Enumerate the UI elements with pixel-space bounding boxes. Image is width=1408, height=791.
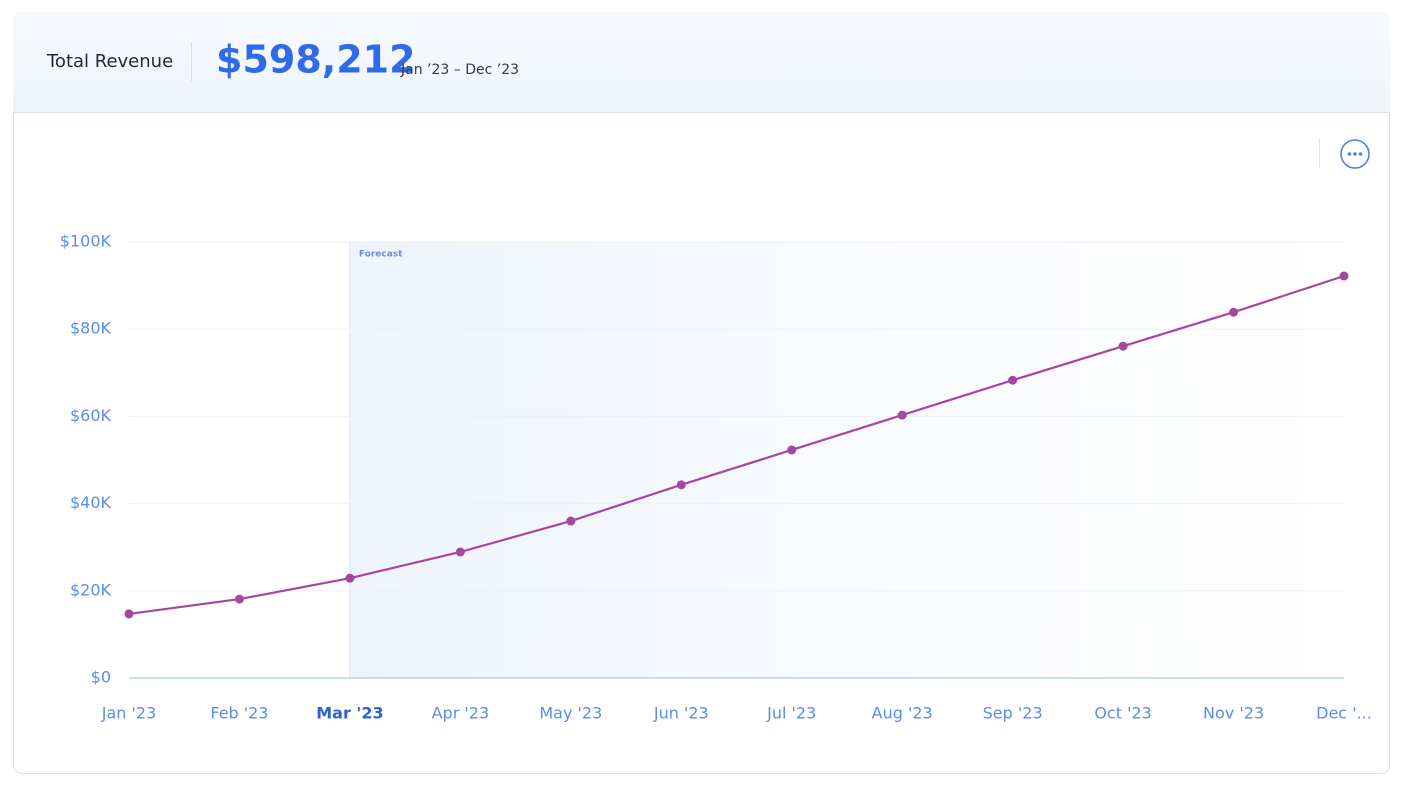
- header-value: $598,212: [216, 38, 416, 82]
- y-tick-label: $60K: [70, 406, 112, 425]
- x-tick-label: Aug '23: [872, 704, 933, 723]
- data-point: [124, 609, 134, 619]
- data-point: [1229, 307, 1239, 317]
- y-tick-label: $40K: [70, 493, 112, 512]
- x-tick-label: Oct '23: [1094, 704, 1152, 723]
- plot: Forecast $0 $20K $40K $60K $80K $100K Jan '23 Fe…: [60, 232, 1372, 723]
- x-tick-label: Nov '23: [1203, 704, 1264, 723]
- y-tick-label: $100K: [60, 232, 112, 251]
- x-tick-label: Sep '23: [983, 704, 1043, 723]
- x-tick-label: Dec '...: [1316, 704, 1372, 723]
- x-tick-label: Jan '23: [101, 704, 157, 723]
- data-point: [897, 410, 907, 420]
- x-tick-label: Mar '23: [316, 704, 383, 723]
- data-point: [1339, 271, 1349, 281]
- header-title: Total Revenue: [46, 51, 173, 72]
- x-tick-label: Jul '23: [766, 704, 816, 723]
- data-point: [676, 480, 686, 490]
- data-point: [1118, 341, 1128, 351]
- forecast-region: [349, 242, 1345, 678]
- y-tick-label: $0: [91, 668, 111, 687]
- data-point: [787, 445, 797, 455]
- data-point: [1008, 375, 1018, 385]
- data-point: [234, 594, 244, 604]
- y-tick-label: $80K: [70, 319, 112, 338]
- y-tick-label: $20K: [70, 580, 112, 599]
- x-tick-label: Feb '23: [210, 704, 268, 723]
- line-series: [128, 274, 1345, 615]
- forecast-label: Forecast: [359, 250, 403, 260]
- header-range: Jan ’23 – Dec ’23: [400, 62, 519, 78]
- x-tick-label: May '23: [539, 704, 602, 723]
- x-tick-label: Jun '23: [653, 704, 709, 723]
- data-point: [345, 573, 355, 583]
- more-button[interactable]: [1340, 139, 1370, 169]
- x-tick-label: Apr '23: [432, 704, 490, 723]
- data-point: [566, 516, 576, 526]
- card-header: [13, 12, 1390, 112]
- data-point: [455, 547, 465, 557]
